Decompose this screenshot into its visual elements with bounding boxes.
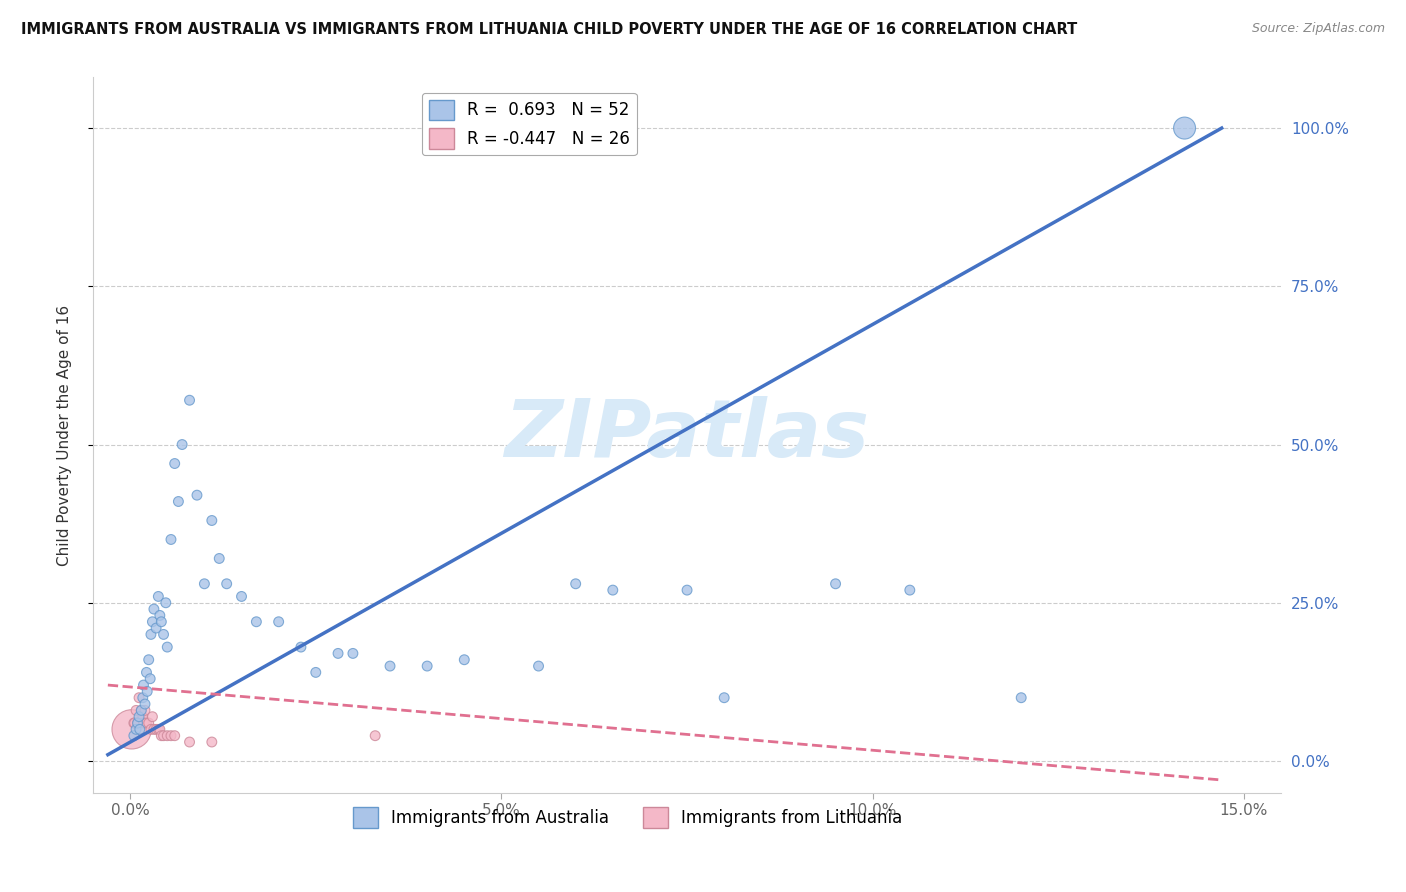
Point [128, 709, 150, 723]
Point [128, 690, 150, 705]
Point [127, 716, 149, 731]
Point [245, 615, 267, 629]
Point [201, 735, 224, 749]
Point [150, 729, 173, 743]
Point [125, 703, 148, 717]
Point [160, 729, 183, 743]
Point [160, 533, 183, 547]
Point [141, 709, 163, 723]
Point [134, 697, 156, 711]
Point [179, 735, 201, 749]
Point [186, 488, 208, 502]
Point [231, 590, 253, 604]
Point [139, 723, 162, 737]
Point [150, 615, 173, 629]
Point [145, 723, 167, 737]
Point [179, 393, 201, 408]
Point [713, 690, 735, 705]
Point [142, 602, 165, 616]
Point [149, 723, 172, 737]
Y-axis label: Child Poverty Under the Age of 16: Child Poverty Under the Age of 16 [58, 304, 72, 566]
Point [305, 665, 328, 680]
Point [156, 640, 179, 654]
Point [148, 723, 170, 737]
Point [416, 659, 439, 673]
Text: ZIPatlas: ZIPatlas [505, 396, 869, 474]
Text: Source: ZipAtlas.com: Source: ZipAtlas.com [1251, 22, 1385, 36]
Point [135, 665, 157, 680]
Point [132, 716, 155, 731]
Point [129, 703, 152, 717]
Point [149, 608, 172, 623]
Point [527, 659, 550, 673]
Text: IMMIGRANTS FROM AUSTRALIA VS IMMIGRANTS FROM LITHUANIA CHILD POVERTY UNDER THE A: IMMIGRANTS FROM AUSTRALIA VS IMMIGRANTS … [21, 22, 1077, 37]
Point [152, 729, 174, 743]
Point [139, 627, 162, 641]
Point [132, 690, 155, 705]
Point [139, 672, 162, 686]
Point [172, 437, 194, 451]
Point [208, 551, 231, 566]
Point [163, 457, 186, 471]
Point [1010, 690, 1032, 705]
Point [152, 627, 174, 641]
Point [1174, 121, 1197, 136]
Legend: Immigrants from Australia, Immigrants from Lithuania: Immigrants from Australia, Immigrants fr… [346, 801, 908, 834]
Point [290, 640, 312, 654]
Point [138, 716, 160, 731]
Point [364, 729, 387, 743]
Point [342, 647, 364, 661]
Point [128, 723, 150, 737]
Point [129, 703, 152, 717]
Point [201, 514, 224, 528]
Point [122, 716, 145, 731]
Point [267, 615, 290, 629]
Point [156, 729, 179, 743]
Point [122, 729, 145, 743]
Point [215, 576, 238, 591]
Point [602, 583, 624, 598]
Point [148, 590, 170, 604]
Point [121, 723, 143, 737]
Point [136, 684, 159, 698]
Point [142, 723, 165, 737]
Point [125, 723, 148, 737]
Point [155, 596, 177, 610]
Point [134, 703, 156, 717]
Point [138, 653, 160, 667]
Point [378, 659, 401, 673]
Point [141, 615, 163, 629]
Point [193, 576, 215, 591]
Point [564, 576, 586, 591]
Point [124, 716, 146, 731]
Point [326, 647, 349, 661]
Point [135, 716, 157, 731]
Point [824, 576, 846, 591]
Point [453, 653, 475, 667]
Point [898, 583, 921, 598]
Point [127, 716, 149, 731]
Point [676, 583, 699, 598]
Point [163, 729, 186, 743]
Point [132, 709, 155, 723]
Point [132, 678, 155, 692]
Point [145, 621, 167, 635]
Point [167, 494, 190, 508]
